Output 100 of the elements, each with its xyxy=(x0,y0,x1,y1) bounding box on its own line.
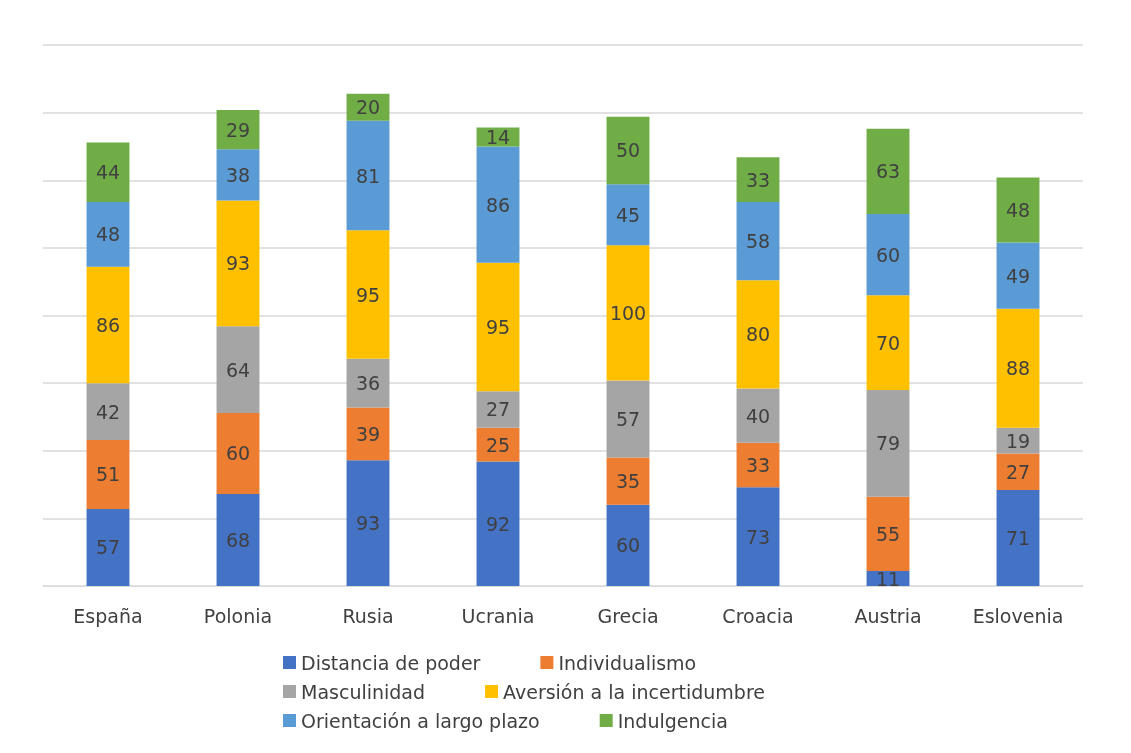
data-label: 92 xyxy=(485,512,511,535)
data-label: 95 xyxy=(355,283,381,306)
data-label: 81 xyxy=(355,164,381,187)
data-label: 79 xyxy=(875,432,901,455)
bar xyxy=(346,407,390,461)
bar xyxy=(476,391,520,428)
bar xyxy=(736,280,780,389)
data-label: 80 xyxy=(745,323,771,346)
data-label: 70 xyxy=(875,331,901,354)
data-label: 64 xyxy=(225,358,251,381)
legend-label: Masculinidad xyxy=(301,680,426,703)
data-label: 86 xyxy=(485,193,511,216)
data-label: 60 xyxy=(225,442,251,465)
data-label: 27 xyxy=(1005,460,1031,483)
x-tick-label: Eslovenia xyxy=(972,604,1064,627)
data-label: 48 xyxy=(1005,199,1031,222)
data-label: 33 xyxy=(745,168,771,191)
legend-label: Aversión a la incertidumbre xyxy=(503,680,765,703)
bar xyxy=(476,461,520,586)
bar xyxy=(86,142,130,202)
data-label: 33 xyxy=(745,453,771,476)
legend-label: Distancia de poder xyxy=(301,651,481,674)
data-label: 68 xyxy=(225,529,251,552)
x-tick-label: Polonia xyxy=(203,604,273,627)
data-label: 49 xyxy=(1005,264,1031,287)
bar xyxy=(216,326,260,413)
bar xyxy=(216,412,260,495)
legend-label: Orientación a largo plazo xyxy=(301,709,540,732)
data-label: 48 xyxy=(95,223,121,246)
data-label: 14 xyxy=(485,125,511,148)
bar xyxy=(996,453,1040,490)
data-label: 51 xyxy=(95,463,121,486)
bar xyxy=(866,214,910,296)
bar xyxy=(606,184,650,246)
data-label: 100 xyxy=(609,301,647,324)
bar xyxy=(606,504,650,586)
bar xyxy=(476,146,520,263)
data-label: 93 xyxy=(355,512,381,535)
data-label: 44 xyxy=(95,161,121,184)
bar xyxy=(346,230,390,359)
data-label: 19 xyxy=(1005,429,1031,452)
bar xyxy=(216,494,260,586)
data-label: 39 xyxy=(355,422,381,445)
data-label: 71 xyxy=(1005,526,1031,549)
bar xyxy=(996,308,1040,428)
x-tick-label: Grecia xyxy=(597,604,659,627)
bar xyxy=(346,120,390,231)
data-label: 57 xyxy=(615,407,641,430)
bar xyxy=(86,383,130,440)
bar xyxy=(86,266,130,384)
bar xyxy=(86,201,130,267)
bar xyxy=(346,460,390,586)
data-label: 36 xyxy=(355,372,381,395)
data-label: 45 xyxy=(615,203,641,226)
legend-label: Indulgencia xyxy=(617,709,728,732)
bar xyxy=(996,489,1040,586)
bar xyxy=(996,242,1040,309)
bar xyxy=(606,380,650,458)
x-tick-label: Rusia xyxy=(342,604,394,627)
data-label: 60 xyxy=(875,243,901,266)
bar xyxy=(866,496,910,572)
bar xyxy=(476,262,520,392)
legend-label: Individualismo xyxy=(558,651,697,674)
bar xyxy=(736,388,780,443)
x-tick-label: Croacia xyxy=(722,604,794,627)
bar xyxy=(996,177,1040,243)
x-tick-label: Ucrania xyxy=(461,604,535,627)
data-label: 95 xyxy=(485,316,511,338)
bar xyxy=(606,116,650,185)
data-label: 20 xyxy=(355,96,381,119)
bar xyxy=(86,508,130,586)
bar xyxy=(736,487,780,586)
bar xyxy=(736,201,780,281)
data-label: 35 xyxy=(615,470,641,493)
x-tick-label: Austria xyxy=(854,604,922,627)
bar xyxy=(216,149,260,201)
data-label: 25 xyxy=(485,433,511,456)
data-label: 42 xyxy=(95,400,121,423)
data-label: 11 xyxy=(875,567,901,590)
data-label: 57 xyxy=(95,536,121,559)
bar xyxy=(736,157,780,202)
x-tick-label: España xyxy=(73,604,143,627)
bar xyxy=(866,128,910,215)
data-label: 58 xyxy=(745,230,771,253)
data-label: 86 xyxy=(95,313,121,336)
bar xyxy=(606,245,650,381)
data-label: 38 xyxy=(225,163,251,186)
data-label: 50 xyxy=(615,139,641,162)
data-label: 60 xyxy=(615,534,641,557)
data-label: 55 xyxy=(875,522,901,545)
bar xyxy=(866,389,910,497)
data-label: 27 xyxy=(485,398,511,421)
bar xyxy=(216,200,260,327)
bar xyxy=(866,295,910,390)
data-label: 63 xyxy=(875,160,901,183)
data-label: 88 xyxy=(1005,357,1031,380)
data-label: 93 xyxy=(225,252,251,275)
data-label: 73 xyxy=(745,525,771,548)
data-label: 29 xyxy=(225,118,251,141)
data-label: 40 xyxy=(745,404,771,427)
